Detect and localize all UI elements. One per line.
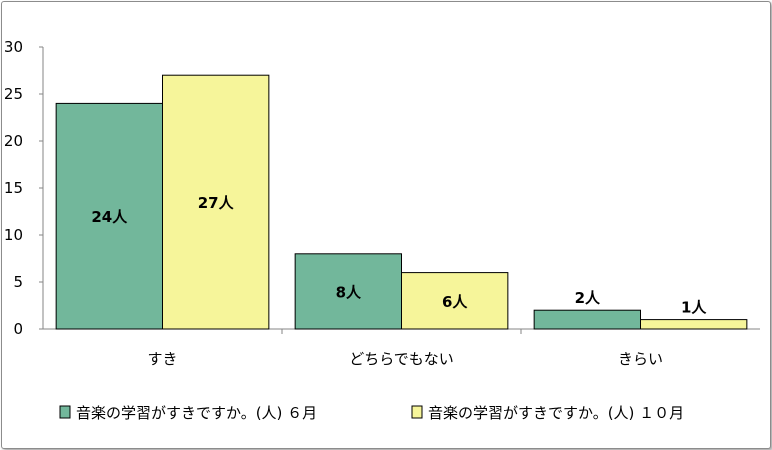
data-label-oct-1: 6人	[442, 293, 468, 311]
category-label-2: きらい	[618, 350, 663, 368]
bar-oct-1	[401, 272, 509, 330]
legend-label-jun: 音楽の学習がすきですか。(人) ６月	[76, 404, 317, 422]
y-tick-label-2: 10	[4, 226, 23, 244]
bar-jun-0	[55, 102, 164, 330]
data-label-jun-0: 24人	[91, 208, 128, 226]
data-label-jun-1: 8人	[336, 283, 362, 301]
y-tick-label-3: 15	[4, 179, 23, 197]
legend-swatch-jun	[59, 405, 71, 419]
y-tick-label-4: 20	[4, 132, 23, 150]
bar-jun-1	[294, 253, 402, 330]
y-tick-label-6: 30	[4, 38, 23, 56]
data-label-oct-2: 1人	[681, 299, 707, 317]
data-label-jun-2: 2人	[575, 289, 601, 307]
category-label-1: どちらでもない	[349, 350, 454, 368]
y-tick-label-5: 25	[4, 85, 23, 103]
legend-swatch-oct	[411, 405, 423, 419]
y-tick-label-0: 0	[13, 320, 23, 338]
category-label-0: すき	[147, 350, 177, 368]
bar-oct-0	[162, 74, 270, 330]
y-tick-label-1: 5	[13, 273, 23, 291]
data-label-oct-0: 27人	[198, 194, 235, 212]
bar-jun-2	[533, 309, 642, 330]
bar-oct-2	[640, 319, 748, 330]
legend-label-oct: 音楽の学習がすきですか。(人) １０月	[428, 404, 684, 422]
